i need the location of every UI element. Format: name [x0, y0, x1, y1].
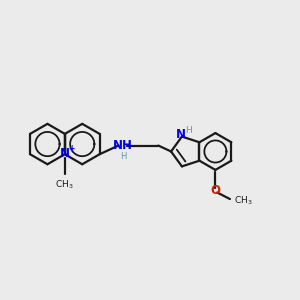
Text: H: H: [185, 125, 192, 134]
Text: H: H: [120, 152, 126, 161]
Text: CH$_3$: CH$_3$: [55, 179, 74, 191]
Text: +: +: [68, 144, 74, 153]
Text: N: N: [176, 128, 185, 141]
Text: CH$_3$: CH$_3$: [234, 195, 253, 207]
Text: O: O: [210, 184, 220, 197]
Text: NH: NH: [113, 139, 133, 152]
Text: N: N: [60, 147, 70, 160]
